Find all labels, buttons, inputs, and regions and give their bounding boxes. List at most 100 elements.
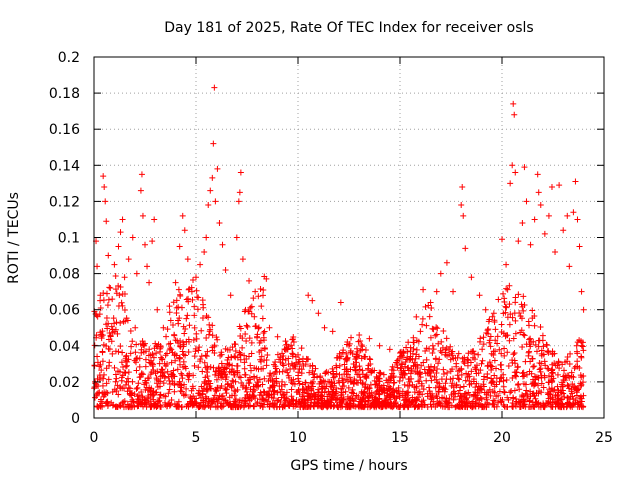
data-point	[418, 398, 425, 405]
data-point	[412, 369, 419, 376]
data-point	[378, 384, 385, 391]
data-point	[118, 377, 125, 384]
data-point	[394, 364, 401, 371]
data-point	[281, 381, 288, 388]
data-point	[450, 288, 457, 295]
data-point	[506, 337, 513, 344]
data-point	[113, 375, 120, 382]
data-point	[502, 309, 509, 316]
data-point	[306, 369, 313, 376]
data-point	[357, 374, 364, 381]
data-point	[246, 335, 253, 342]
data-point	[485, 330, 492, 337]
data-point	[416, 388, 423, 395]
data-point	[491, 357, 498, 364]
data-point	[554, 383, 561, 390]
data-point	[547, 395, 554, 402]
data-point	[541, 230, 548, 237]
data-point	[107, 285, 114, 292]
data-point	[175, 304, 182, 311]
data-point	[202, 374, 209, 381]
data-point	[443, 259, 450, 266]
y-axis-label: ROTI / TECUs	[6, 192, 22, 284]
data-point	[164, 360, 171, 367]
data-point	[178, 384, 185, 391]
data-point	[207, 385, 214, 392]
data-point	[309, 367, 316, 374]
data-point	[566, 360, 573, 367]
data-point	[480, 334, 487, 341]
data-point	[279, 378, 286, 385]
data-point	[305, 391, 312, 398]
data-point	[468, 274, 475, 281]
data-point	[147, 404, 154, 411]
data-point	[372, 399, 379, 406]
data-point	[123, 315, 130, 322]
data-point	[214, 404, 221, 411]
data-point	[142, 377, 149, 384]
data-point	[263, 357, 270, 364]
data-point	[438, 338, 445, 345]
data-point	[108, 323, 115, 330]
data-point	[543, 341, 550, 348]
y-tick-label: 0.2	[58, 50, 80, 66]
data-point	[119, 349, 126, 356]
data-point	[328, 403, 335, 410]
data-point	[509, 162, 516, 169]
data-point	[362, 346, 369, 353]
data-point	[421, 401, 428, 408]
data-point	[471, 392, 478, 399]
data-point	[153, 350, 160, 357]
data-point	[447, 356, 454, 363]
data-point	[484, 374, 491, 381]
data-point	[444, 369, 451, 376]
data-point	[279, 368, 286, 375]
data-point	[291, 365, 298, 372]
data-point	[407, 370, 414, 377]
data-point	[361, 353, 368, 360]
data-point	[486, 337, 493, 344]
data-point	[356, 363, 363, 370]
data-point	[488, 375, 495, 382]
data-point	[388, 388, 395, 395]
data-point	[117, 403, 124, 410]
data-point	[289, 350, 296, 357]
data-point	[173, 304, 180, 311]
data-point	[218, 349, 225, 356]
data-point	[343, 376, 350, 383]
data-point	[401, 381, 408, 388]
data-point	[521, 332, 528, 339]
data-point	[527, 241, 534, 248]
data-point	[183, 385, 190, 392]
data-point	[213, 376, 220, 383]
data-point	[534, 171, 541, 178]
data-point	[263, 362, 270, 369]
y-tick-label: 0.1	[58, 231, 80, 247]
data-point	[365, 366, 372, 373]
data-point	[537, 323, 544, 330]
data-point	[419, 315, 426, 322]
data-point	[166, 386, 173, 393]
data-point	[501, 389, 508, 396]
data-point	[503, 377, 510, 384]
data-point	[273, 368, 280, 375]
data-point	[336, 371, 343, 378]
data-point	[384, 390, 391, 397]
data-point	[203, 335, 210, 342]
data-point	[413, 313, 420, 320]
data-point	[261, 375, 268, 382]
data-point	[511, 310, 518, 317]
data-point	[458, 202, 465, 209]
data-point	[377, 369, 384, 376]
data-point	[277, 388, 284, 395]
data-point	[117, 319, 124, 326]
data-point	[119, 216, 126, 223]
data-point	[204, 386, 211, 393]
data-point	[564, 354, 571, 361]
data-point	[258, 303, 265, 310]
data-point	[415, 353, 422, 360]
data-point	[343, 341, 350, 348]
data-point	[513, 369, 520, 376]
data-point	[564, 394, 571, 401]
y-tick-label: 0.02	[49, 375, 80, 391]
